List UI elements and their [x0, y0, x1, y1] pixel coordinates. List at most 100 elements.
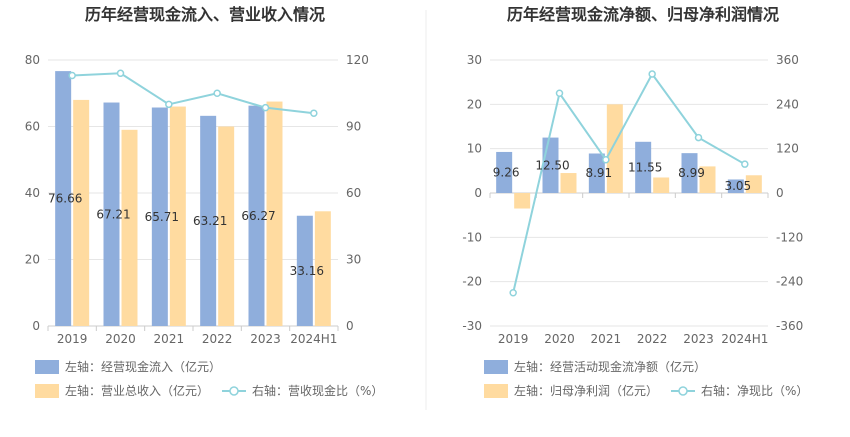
bar-data-label: 3.05 — [724, 179, 751, 193]
x-tick-label: 2019 — [498, 332, 529, 346]
y-right-tick-label: 240 — [776, 97, 799, 111]
legend-swatch-bar — [484, 384, 508, 398]
bar-data-label: 65.71 — [145, 210, 179, 224]
bar-data-label: 8.99 — [678, 166, 705, 180]
line-point — [310, 109, 318, 117]
x-tick-label: 2022 — [202, 332, 233, 346]
y-left-tick-label: -30 — [462, 319, 482, 333]
legend-swatch-bar — [35, 384, 59, 398]
bar-data-label: 33.16 — [290, 264, 324, 278]
legend-label: 右轴：营收现金比（%） — [252, 383, 383, 398]
y-right-tick-label: 30 — [346, 253, 361, 267]
bar — [745, 175, 762, 193]
bar — [55, 71, 72, 326]
x-tick-label: 2021 — [591, 332, 622, 346]
x-tick-label: 2024H1 — [721, 332, 768, 346]
legend-swatch-point — [678, 386, 688, 396]
y-left-tick-label: 20 — [25, 253, 40, 267]
bar-data-label: 12.50 — [535, 158, 569, 172]
bar — [73, 99, 90, 327]
bar — [588, 153, 605, 193]
bar — [606, 104, 623, 193]
y-right-tick-label: -240 — [776, 275, 803, 289]
x-tick-label: 2021 — [154, 332, 185, 346]
y-right-tick-label: -120 — [776, 230, 803, 244]
x-tick-label: 2023 — [250, 332, 281, 346]
y-left-tick-label: -20 — [462, 275, 482, 289]
y-left-tick-label: -10 — [462, 230, 482, 244]
chart-cashflow-inflow-revenue: 历年经营现金流入、营业收入情况 0 20 40 60 80 0 30 60 90 120 2019 20… — [25, 5, 383, 398]
x-tick-label: 2019 — [57, 332, 88, 346]
bar — [653, 177, 670, 193]
legend-swatch-bar — [484, 360, 508, 374]
y-right-tick-label: 0 — [776, 186, 784, 200]
bar — [218, 126, 235, 326]
bar — [169, 106, 186, 326]
y-right-tick-label: 0 — [346, 319, 354, 333]
y-left-tick-label: 30 — [467, 53, 482, 67]
chart-title: 历年经营现金流净额、归母净利润情况 — [507, 5, 779, 24]
bar — [200, 115, 217, 326]
line-point — [116, 69, 125, 78]
bar-data-label: 67.21 — [96, 207, 130, 221]
bar-data-label: 8.91 — [585, 166, 612, 180]
bar — [248, 105, 265, 326]
y-right-tick-label: -360 — [776, 319, 803, 333]
x-tick-label: 2023 — [683, 332, 714, 346]
chart-net-cashflow-net-profit: 历年经营现金流净额、归母净利润情况 -30 -20 -10 0 10 20 30 -360 -24… — [462, 5, 808, 398]
line-point — [555, 89, 564, 97]
line-point — [509, 289, 517, 297]
x-tick-label: 2020 — [544, 332, 575, 346]
legend-label: 左轴：经营现金流入（亿元） — [65, 359, 221, 374]
y-left-tick-label: 20 — [467, 97, 482, 111]
bar-data-label: 63.21 — [193, 214, 227, 228]
bar-data-label: 9.26 — [493, 165, 520, 179]
bar-data-label: 76.66 — [48, 192, 82, 206]
line-point — [648, 70, 656, 78]
bar — [496, 151, 513, 193]
bar-data-label: 66.27 — [241, 209, 275, 223]
line-point — [165, 100, 173, 109]
bar — [151, 107, 168, 326]
chart-title: 历年经营现金流入、营业收入情况 — [85, 5, 325, 24]
y-right-tick-label: 120 — [346, 53, 369, 67]
bar — [727, 179, 744, 193]
x-tick-label: 2024H1 — [290, 332, 337, 346]
y-right-tick-label: 90 — [346, 120, 361, 134]
legend-label: 左轴：经营活动现金流净额（亿元） — [514, 359, 706, 374]
line-point — [68, 71, 76, 80]
bar-data-label: 11.55 — [628, 160, 662, 174]
line-point — [741, 160, 749, 168]
bar — [681, 153, 698, 193]
bar — [314, 211, 331, 326]
x-tick-label: 2022 — [637, 332, 668, 346]
y-left-tick-label: 10 — [467, 142, 482, 156]
y-right-tick-label: 60 — [346, 186, 361, 200]
bar — [103, 102, 120, 326]
line-series-path — [512, 72, 746, 293]
bar — [121, 129, 138, 326]
legend-label: 左轴：归母净利润（亿元） — [514, 383, 658, 398]
line-point — [694, 133, 703, 142]
x-tick-label: 2020 — [105, 332, 136, 346]
legend-label: 右轴：净现比（%） — [701, 383, 808, 398]
bar — [699, 166, 716, 193]
bar — [635, 141, 652, 193]
y-left-tick-label: 0 — [32, 319, 40, 333]
line-point — [602, 156, 610, 164]
bar — [514, 193, 531, 209]
bar — [266, 101, 283, 326]
bar — [296, 215, 313, 326]
legend-swatch-point — [229, 386, 239, 396]
y-left-tick-label: 0 — [474, 186, 482, 200]
line-point — [261, 103, 270, 112]
legend-swatch-bar — [35, 360, 59, 374]
y-left-tick-label: 80 — [25, 53, 40, 67]
y-right-tick-label: 360 — [776, 53, 799, 67]
bar — [560, 173, 577, 193]
y-left-tick-label: 60 — [25, 120, 40, 134]
line-point — [213, 89, 221, 97]
y-left-tick-label: 40 — [25, 186, 40, 200]
